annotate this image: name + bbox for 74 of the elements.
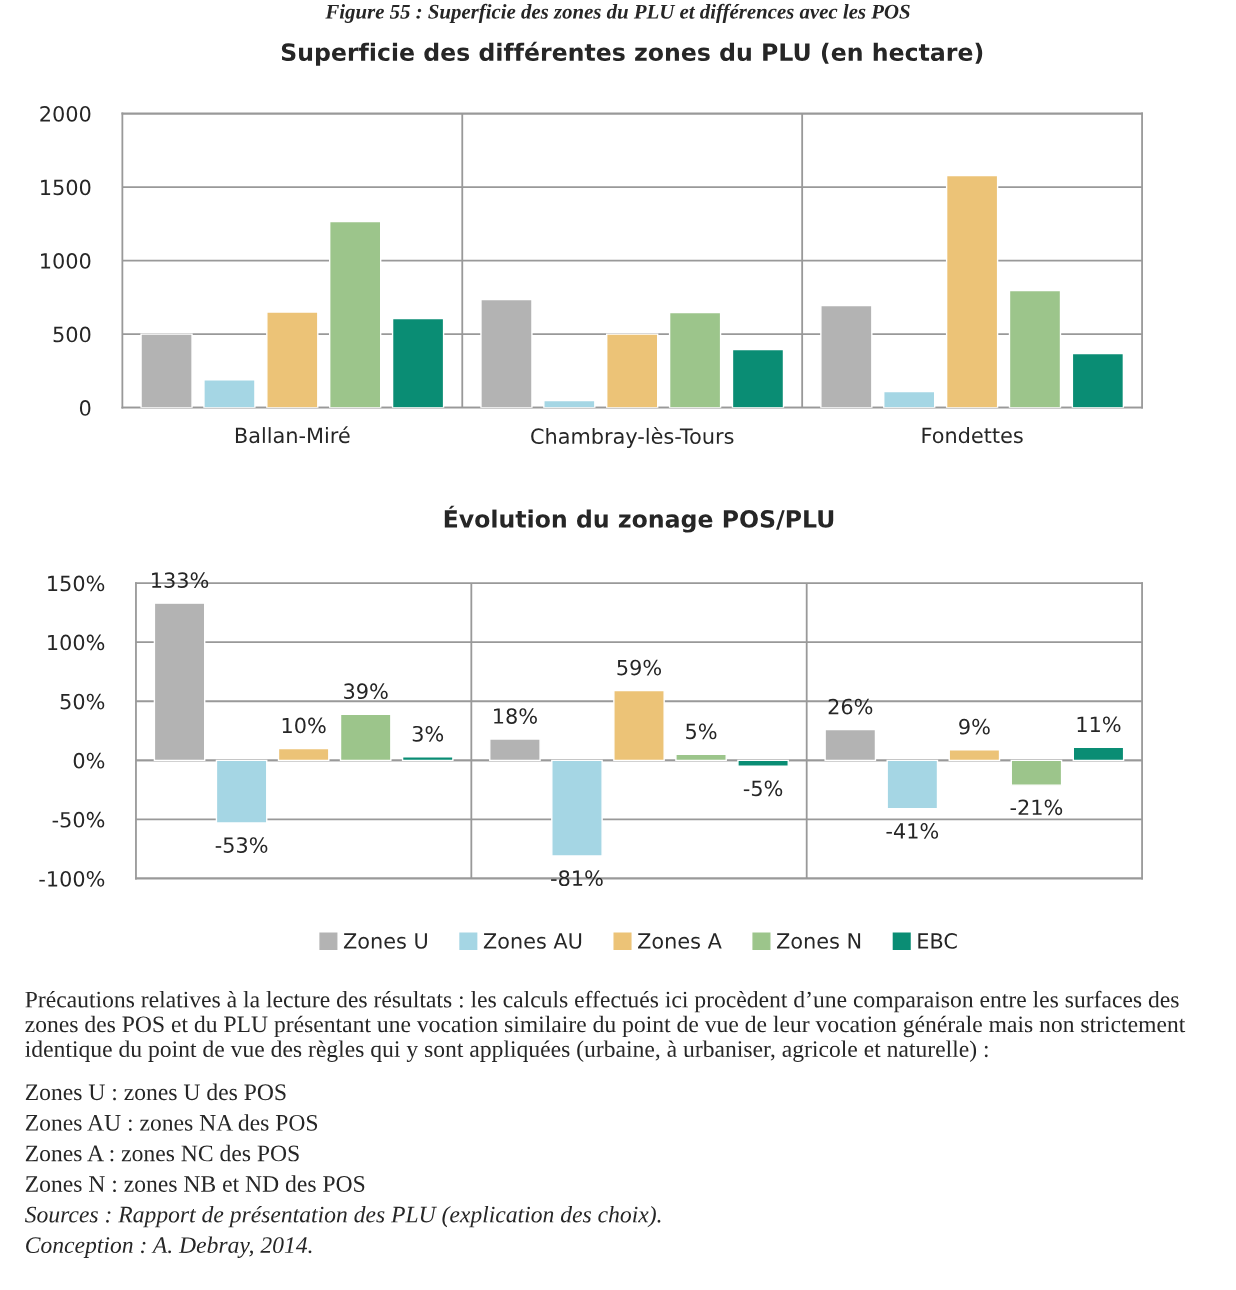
data-label: 26% <box>828 698 873 715</box>
y-tick-label: 500 <box>53 326 91 343</box>
bar <box>480 298 533 408</box>
data-label: -81% <box>551 870 603 887</box>
bar <box>551 759 603 857</box>
y-tick-label: 0% <box>73 752 105 769</box>
x-tick-label: Chambray-lès-Tours <box>531 427 734 449</box>
bar <box>277 747 330 762</box>
text: Zones AU : zones NA des POS <box>25 1114 318 1131</box>
bar <box>1010 759 1063 786</box>
bar <box>737 759 789 767</box>
chart-title: Superficie des différentes zones du PLU (en hectare) <box>281 41 983 66</box>
data-label: -21% <box>1010 799 1063 816</box>
bar <box>820 304 873 408</box>
bar <box>606 333 659 408</box>
data-label: -5% <box>743 780 783 797</box>
bar <box>543 399 596 408</box>
bar <box>948 748 1001 762</box>
bar <box>824 728 877 762</box>
bar <box>266 311 319 408</box>
data-label: 133% <box>152 572 209 589</box>
data-label: 10% <box>282 717 326 734</box>
y-tick-label: 150% <box>48 575 105 592</box>
legend-label: EBC <box>918 933 957 949</box>
text: Zones U : zones U des POS <box>25 1083 286 1101</box>
data-label: -53% <box>215 837 268 853</box>
y-tick-label: 50% <box>60 693 105 710</box>
x-tick-label: Ballan-Miré <box>235 426 350 444</box>
y-tick-label: 2000 <box>40 105 91 122</box>
bar <box>215 759 268 824</box>
text: Conception : A. Debray, 2014. <box>26 1236 312 1258</box>
bar <box>731 348 785 408</box>
text: Zones A : zones NC des POS <box>25 1144 299 1162</box>
bar <box>613 689 665 762</box>
bar <box>886 759 939 810</box>
chart-title: Évolution du zonage POS/PLU <box>444 505 834 533</box>
source-note: Sources : Rapport de présentation des PLU (explication des choix). <box>25 1205 661 1228</box>
bar <box>401 756 454 762</box>
y-tick-label: -100% <box>39 870 105 887</box>
bar <box>945 174 999 408</box>
bar <box>391 317 445 408</box>
bar <box>1008 289 1062 408</box>
data-label: 3% <box>412 725 444 742</box>
data-label: 11% <box>1077 716 1121 733</box>
text: Zones N : zones NB et ND des POS <box>25 1175 365 1193</box>
data-label: 5% <box>686 723 717 740</box>
bar <box>675 753 727 762</box>
bar <box>883 390 936 408</box>
legend-label: Zones U <box>343 933 427 949</box>
bar <box>489 738 541 762</box>
bar <box>329 220 382 408</box>
data-label: -41% <box>886 823 939 839</box>
text: Précautions relatives à la lecture des résultats : les calculs effectués ici procèdent d’une comparaison entre les surfaces des zones des POS et du PLU présentant une vocation similaire du point de vue de leur vocation générale mais non strictement identique du point de vue des règles qui y sont appliquées (urbaine, à urbaniser, agricole et naturelle) : <box>25 990 1186 1062</box>
data-label: 9% <box>959 718 990 735</box>
x-tick-label: Fondettes <box>922 427 1023 444</box>
bar <box>140 333 193 408</box>
legend-label: Zones N <box>776 933 861 949</box>
legend-label: Zones AU <box>483 933 582 949</box>
bar <box>203 379 256 408</box>
y-tick-label: 1000 <box>41 253 91 269</box>
bar <box>1071 352 1125 408</box>
y-tick-label: 100% <box>48 634 105 651</box>
y-tick-label: -50% <box>52 811 105 828</box>
caption: Figure 55 : Superficie des zones du PLU et différences avec les POS <box>325 3 910 23</box>
bar <box>153 602 206 762</box>
bar <box>339 713 392 762</box>
data-label: 59% <box>617 659 662 676</box>
y-tick-label: 1500 <box>41 179 91 196</box>
data-label: 39% <box>344 683 388 700</box>
bar <box>1072 746 1125 762</box>
bar <box>668 311 722 408</box>
data-label: 18% <box>494 708 537 724</box>
legend-label: Zones A <box>638 933 722 949</box>
y-tick-label: 0 <box>79 400 91 416</box>
